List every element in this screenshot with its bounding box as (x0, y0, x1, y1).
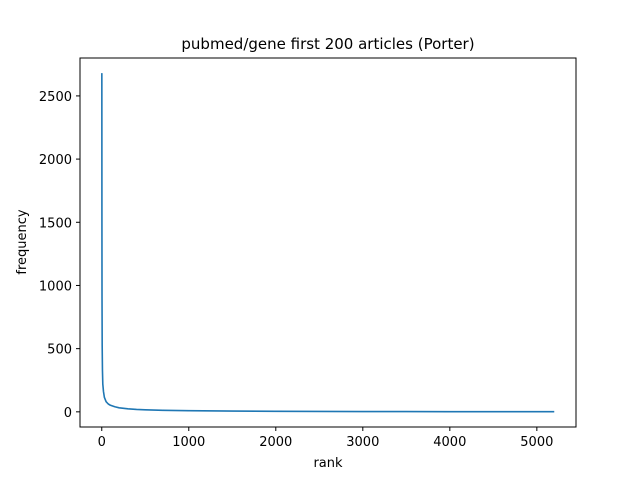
y-tick-label: 2500 (39, 90, 72, 105)
plot-area (101, 73, 555, 413)
x-tick-label: 2000 (259, 435, 292, 450)
x-tick-label: 5000 (520, 435, 553, 450)
y-tick-label: 0 (64, 406, 72, 421)
y-tick-label: 1000 (39, 279, 72, 294)
series-line (101, 73, 555, 413)
y-tick-label: 1500 (39, 216, 72, 231)
x-tick-label: 0 (98, 435, 106, 450)
x-tick-label: 4000 (433, 435, 466, 450)
y-axis-ticks: 0 500 1000 1500 2000 2500 (39, 90, 80, 421)
y-tick-label: 2000 (39, 153, 72, 168)
chart-title: pubmed/gene first 200 articles (Porter) (181, 35, 474, 53)
x-axis-ticks: 0 1000 2000 3000 4000 5000 (98, 427, 553, 450)
x-tick-label: 1000 (172, 435, 205, 450)
y-tick-label: 500 (47, 343, 72, 358)
plot-frame (79, 57, 577, 428)
y-axis-label: frequency (15, 209, 30, 275)
x-tick-label: 3000 (346, 435, 379, 450)
x-axis-label: rank (313, 456, 343, 471)
